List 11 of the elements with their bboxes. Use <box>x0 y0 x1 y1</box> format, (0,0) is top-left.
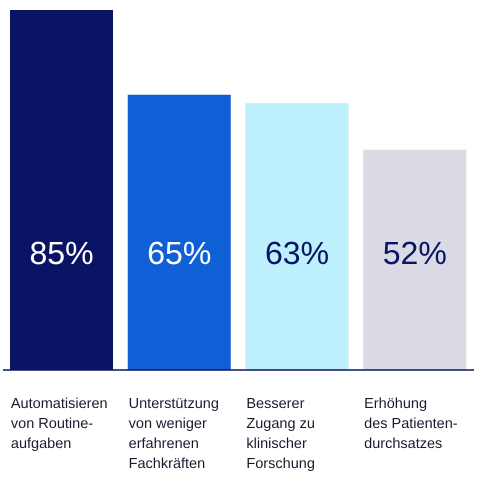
bar <box>246 103 348 370</box>
x-tick-label: Automatisieren von Routine- aufgaben <box>10 396 108 452</box>
bar <box>128 94 231 370</box>
data-label: 65% <box>147 235 212 271</box>
x-tick-label: Erhöhung des Patienten- durchsatzes <box>364 396 458 452</box>
data-label: 63% <box>264 235 330 271</box>
x-tick-label: Unterstützung von weniger erfahrenen Fachkräften <box>128 396 219 472</box>
data-label: 85% <box>29 235 94 271</box>
data-label: 52% <box>382 235 447 271</box>
x-tick-label: Besserer Zugang zu klinischer Forschung <box>246 396 315 472</box>
bar <box>363 150 466 370</box>
